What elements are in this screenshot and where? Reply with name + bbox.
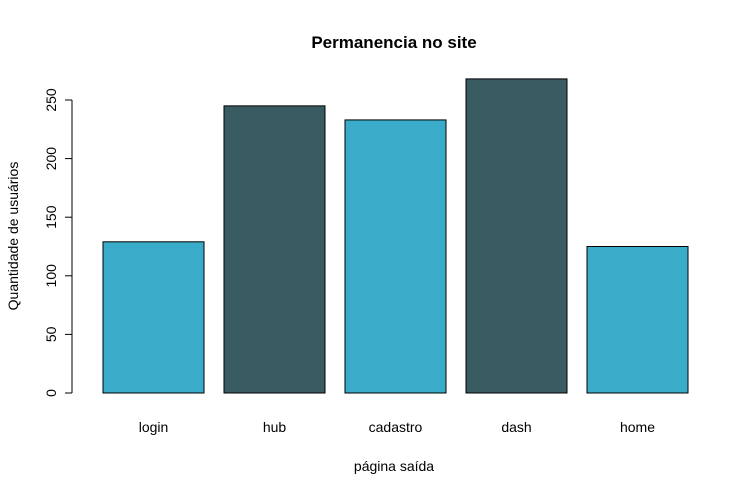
x-tick-labels: login hub cadastro dash home bbox=[139, 419, 656, 435]
bar-home bbox=[586, 246, 689, 394]
y-tick-label-200: 200 bbox=[43, 147, 59, 171]
bar-login bbox=[102, 241, 205, 394]
y-axis-label: Quantidade de usuários bbox=[5, 162, 21, 311]
y-tick-label-150: 150 bbox=[43, 205, 59, 229]
y-tick-label-100: 100 bbox=[43, 264, 59, 288]
y-tick-label-50: 50 bbox=[43, 326, 59, 342]
bars-group bbox=[102, 78, 689, 394]
bar-cadastro bbox=[344, 119, 447, 394]
x-tick-label-home: home bbox=[620, 419, 655, 435]
chart-title: Permanencia no site bbox=[311, 33, 476, 52]
x-tick-label-dash: dash bbox=[501, 419, 531, 435]
y-tick-label-0: 0 bbox=[43, 389, 59, 397]
x-tick-label-login: login bbox=[139, 419, 169, 435]
x-tick-label-hub: hub bbox=[263, 419, 287, 435]
bar-dash bbox=[465, 78, 568, 394]
x-axis-label: página saída bbox=[354, 458, 434, 474]
y-tick-label-250: 250 bbox=[43, 88, 59, 112]
y-axis: 0 50 100 150 200 250 bbox=[43, 88, 73, 397]
bar-hub bbox=[223, 105, 326, 394]
x-tick-label-cadastro: cadastro bbox=[369, 419, 423, 435]
